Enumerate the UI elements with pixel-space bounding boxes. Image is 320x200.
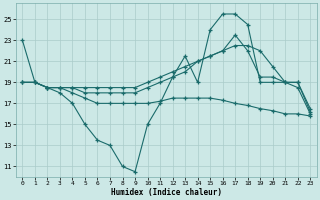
X-axis label: Humidex (Indice chaleur): Humidex (Indice chaleur) [111,188,222,197]
